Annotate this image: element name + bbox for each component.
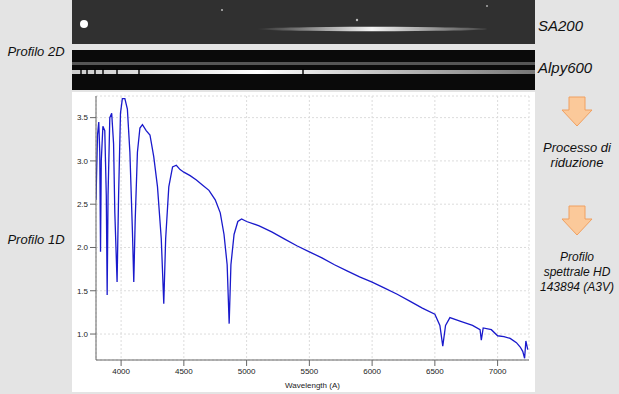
svg-text:5500: 5500 [300, 367, 318, 376]
html-text:SA200: SA200 [538, 17, 583, 34]
svg-text:2.0: 2.0 [77, 243, 89, 252]
html-text:Alpy600: Alpy600 [538, 59, 593, 76]
html-text:Profilo 1D: Profilo 1D [7, 232, 65, 247]
html-text:Processo di riduzione: Processo di riduzione [543, 140, 611, 170]
html-text:Profilo 2D: Profilo 2D [7, 44, 65, 59]
svg-text:2.5: 2.5 [77, 200, 89, 209]
svg-text:3.5: 3.5 [77, 113, 89, 122]
svg-text:1.0: 1.0 [77, 330, 89, 339]
svg-text:Wavelength (A): Wavelength (A) [285, 381, 340, 390]
svg-text:6000: 6000 [363, 367, 381, 376]
html-text:Profilo spettrale HD 143894 (A: Profilo spettrale HD 143894 (A3V) [540, 250, 614, 294]
svg-text:5000: 5000 [238, 367, 256, 376]
svg-text:4000: 4000 [112, 367, 130, 376]
svg-text:3.0: 3.0 [77, 157, 89, 166]
svg-text:7000: 7000 [489, 367, 507, 376]
svg-text:1.5: 1.5 [77, 287, 89, 296]
svg-text:6500: 6500 [426, 367, 444, 376]
svg-text:4500: 4500 [175, 367, 193, 376]
